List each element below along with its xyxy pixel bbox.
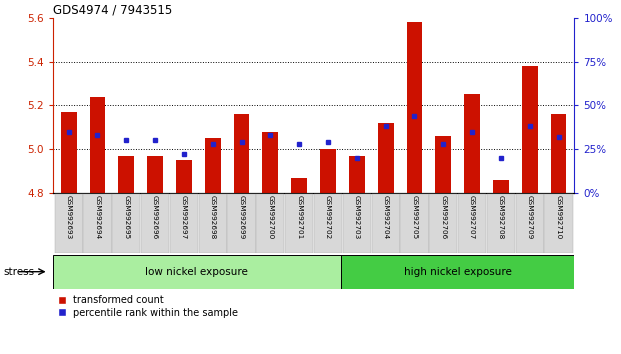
Bar — [522, 66, 538, 193]
FancyBboxPatch shape — [401, 194, 428, 252]
Text: GDS4974 / 7943515: GDS4974 / 7943515 — [53, 4, 172, 17]
Text: GSM992704: GSM992704 — [383, 195, 389, 240]
FancyBboxPatch shape — [112, 194, 140, 252]
Text: GSM992700: GSM992700 — [268, 195, 273, 240]
Bar — [263, 132, 278, 193]
FancyBboxPatch shape — [83, 194, 112, 252]
FancyBboxPatch shape — [256, 194, 284, 252]
Bar — [233, 114, 250, 193]
Text: GSM992701: GSM992701 — [296, 195, 302, 240]
FancyBboxPatch shape — [458, 194, 486, 252]
Bar — [464, 95, 480, 193]
Bar — [205, 138, 220, 193]
Bar — [407, 22, 422, 193]
Text: GSM992693: GSM992693 — [66, 195, 71, 240]
Text: GSM992696: GSM992696 — [152, 195, 158, 240]
FancyBboxPatch shape — [53, 255, 341, 289]
FancyBboxPatch shape — [141, 194, 169, 252]
FancyBboxPatch shape — [314, 194, 342, 252]
Text: stress: stress — [3, 267, 34, 277]
FancyBboxPatch shape — [343, 194, 371, 252]
Bar — [291, 178, 307, 193]
Text: GSM992706: GSM992706 — [440, 195, 446, 240]
Text: GSM992705: GSM992705 — [412, 195, 417, 240]
Bar — [435, 136, 451, 193]
FancyBboxPatch shape — [285, 194, 314, 252]
Bar — [147, 156, 163, 193]
Bar — [493, 180, 509, 193]
FancyBboxPatch shape — [227, 194, 256, 252]
FancyBboxPatch shape — [545, 194, 573, 252]
Bar — [61, 112, 76, 193]
FancyBboxPatch shape — [199, 194, 227, 252]
Bar — [551, 114, 566, 193]
Text: GSM992707: GSM992707 — [469, 195, 475, 240]
FancyBboxPatch shape — [341, 255, 574, 289]
Text: GSM992697: GSM992697 — [181, 195, 187, 240]
Bar — [320, 149, 336, 193]
Text: GSM992710: GSM992710 — [556, 195, 561, 240]
Text: GSM992695: GSM992695 — [124, 195, 129, 240]
Text: GSM992709: GSM992709 — [527, 195, 533, 240]
Bar — [378, 123, 394, 193]
Text: GSM992703: GSM992703 — [354, 195, 360, 240]
FancyBboxPatch shape — [487, 194, 515, 252]
Text: GSM992708: GSM992708 — [498, 195, 504, 240]
Bar — [349, 156, 365, 193]
Bar — [119, 156, 134, 193]
FancyBboxPatch shape — [429, 194, 458, 252]
FancyBboxPatch shape — [515, 194, 544, 252]
Text: GSM992699: GSM992699 — [238, 195, 245, 240]
FancyBboxPatch shape — [170, 194, 198, 252]
Text: GSM992698: GSM992698 — [210, 195, 215, 240]
Bar — [176, 160, 192, 193]
Bar — [89, 97, 106, 193]
FancyBboxPatch shape — [55, 194, 83, 252]
FancyBboxPatch shape — [371, 194, 400, 252]
Text: GSM992702: GSM992702 — [325, 195, 331, 240]
Text: high nickel exposure: high nickel exposure — [404, 267, 512, 277]
Text: low nickel exposure: low nickel exposure — [145, 267, 248, 277]
Legend: transformed count, percentile rank within the sample: transformed count, percentile rank withi… — [58, 295, 238, 318]
Text: GSM992694: GSM992694 — [94, 195, 101, 240]
